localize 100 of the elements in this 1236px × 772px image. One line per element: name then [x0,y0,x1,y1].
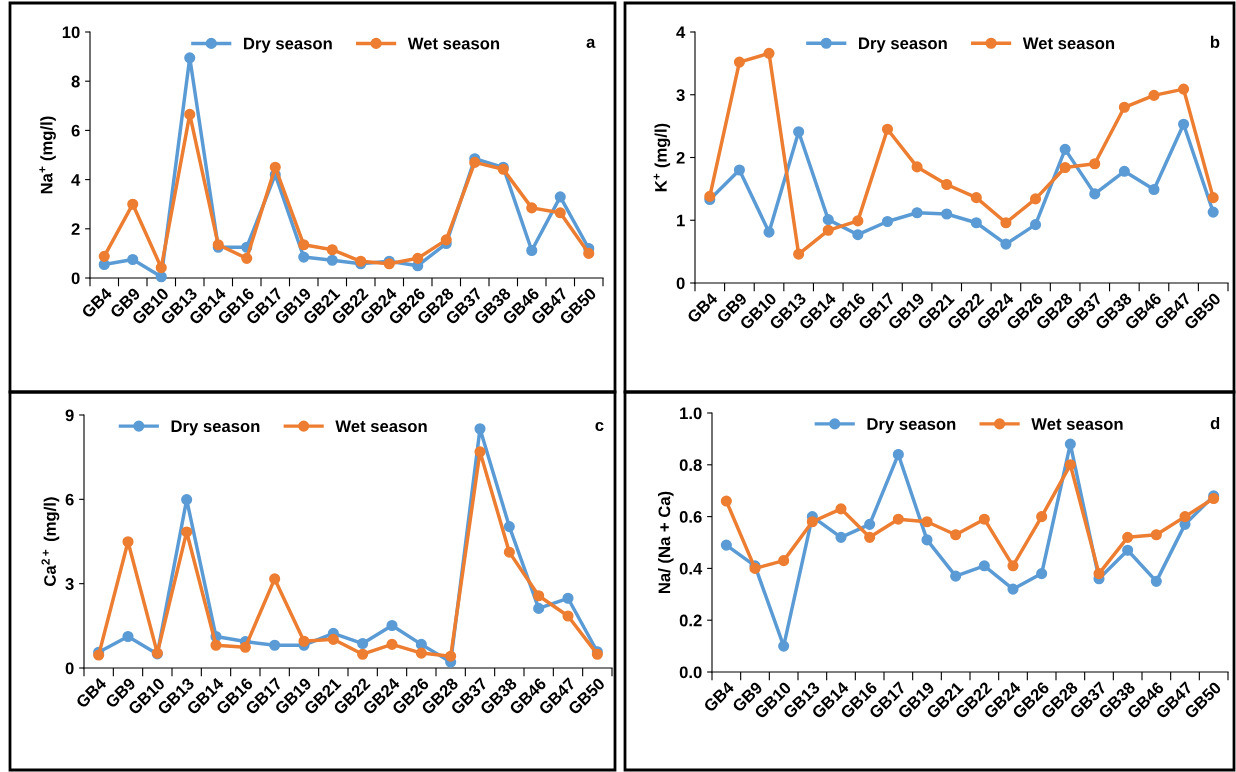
point [122,536,134,548]
legend-label: Wet season [407,37,500,50]
point [184,52,196,64]
point [326,244,338,256]
point [1064,459,1076,471]
y-tick-label: 8 [71,75,80,88]
point [720,495,732,507]
legend-label: Wet season [335,420,427,433]
point [1089,158,1101,170]
point [1000,238,1012,250]
point [1118,101,1130,113]
point [269,573,281,585]
legend-label: Dry season [859,37,947,53]
point [326,254,338,266]
point [440,234,452,246]
point [554,207,566,219]
point [941,178,953,191]
point [1059,161,1071,174]
point [978,513,990,525]
y-tick-label: 0.0 [679,666,702,679]
annotation: a [586,38,596,48]
point [526,244,538,257]
point [445,650,457,662]
point [298,635,310,647]
point [793,126,805,138]
point [1007,560,1019,572]
point [911,207,923,219]
point [852,215,864,227]
point [1064,438,1076,450]
point [970,192,982,204]
point [155,271,167,283]
point [822,224,834,236]
point [778,555,790,567]
annotation: d [1210,416,1220,430]
point [892,513,904,525]
point [950,570,962,582]
point [181,526,193,538]
point [1150,575,1162,587]
point [835,531,847,543]
point [978,560,990,572]
y-tick-label: 1.0 [680,407,702,420]
point [127,253,139,266]
y-tick-label: 3 [676,89,685,101]
y-axis-title: Na/ (Na + Ca) [658,491,674,594]
legend-label: Dry season [244,37,332,53]
point [864,518,876,530]
legend-label: Wet season [1022,37,1115,50]
point [269,639,281,651]
point [806,516,818,528]
point [1150,529,1162,541]
point [720,539,732,551]
point [1036,511,1048,523]
point [1059,143,1071,155]
y-tick-label: 0 [71,272,80,285]
y-tick-label: 0.8 [679,459,702,471]
legend-label: Wet season [1031,418,1123,430]
y-tick-label: 2 [71,223,80,235]
annotation: c [595,421,604,432]
y-tick-label: 9 [65,409,74,422]
point [970,217,982,229]
y-tick-label: 0.6 [679,511,702,523]
point [503,521,515,533]
point [1122,531,1134,543]
point [822,214,834,226]
point [474,423,486,435]
point [763,47,775,59]
point [881,215,894,228]
point [474,446,486,458]
point [533,602,545,614]
point [1000,217,1012,229]
legend-label: Dry season [171,420,260,436]
point [881,123,894,135]
point [239,641,251,653]
point [98,250,110,262]
point [892,448,904,460]
point [1207,192,1219,204]
point [184,108,196,120]
point [1089,188,1101,200]
point [1029,219,1042,231]
point [950,529,962,541]
point [415,647,427,659]
point [386,638,398,650]
point [1178,83,1190,95]
point [583,247,595,259]
point [793,248,805,260]
y-axis-title: Na$^{+}$ (mg/l) [39,116,56,194]
point [1007,583,1019,595]
point [210,639,222,651]
point [298,239,310,251]
point [733,164,745,176]
point [1148,183,1160,196]
y-tick-label: 0.4 [679,562,703,575]
point [241,252,253,264]
point [562,610,574,622]
point [911,161,923,173]
point [1093,568,1105,580]
point [763,226,775,238]
point [778,640,790,652]
point [1178,118,1190,130]
point [704,190,716,202]
